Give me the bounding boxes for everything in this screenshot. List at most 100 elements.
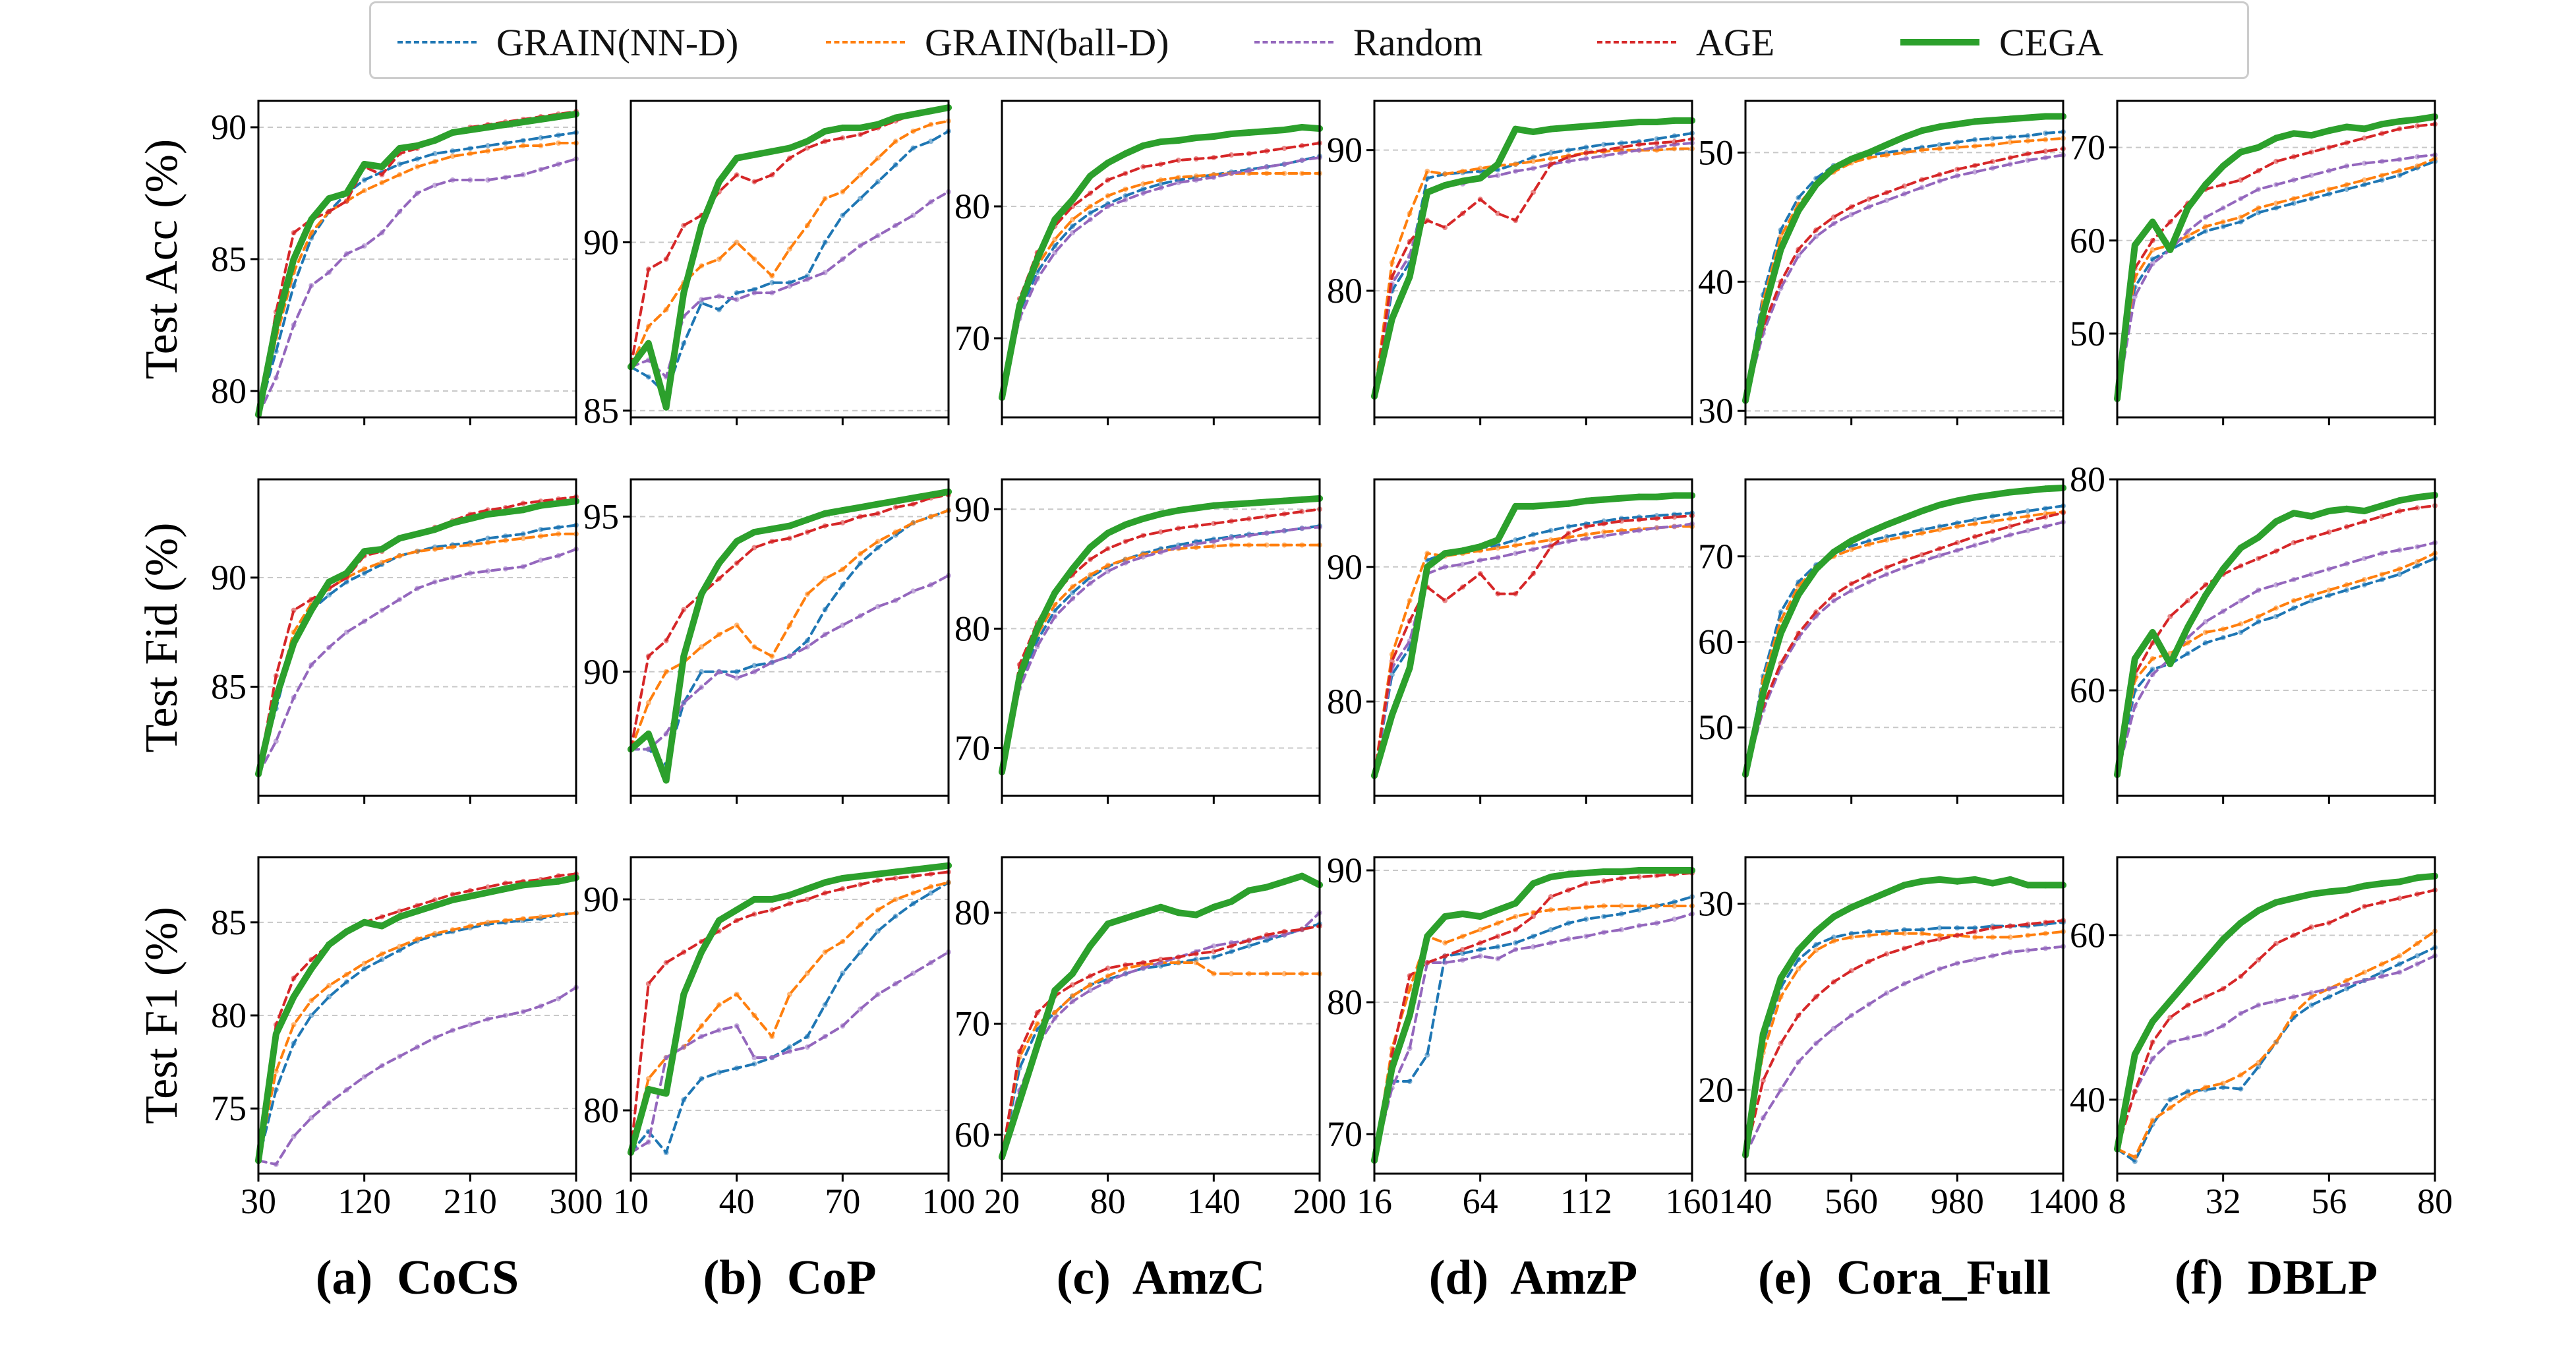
data-point-cega <box>1848 537 1855 545</box>
data-point-age <box>1389 658 1395 664</box>
data-point-random <box>769 1055 775 1060</box>
data-point-grain-ball-d <box>1972 521 1978 527</box>
data-point-cega <box>839 124 846 131</box>
data-point-grain-ball-d <box>1424 551 1430 556</box>
data-point-grain-ball-d <box>787 622 792 628</box>
data-point-cega <box>2396 118 2403 125</box>
data-point-random <box>1972 542 1978 548</box>
y-tick-label: 60 <box>2070 221 2105 260</box>
x-tick-label: 100 <box>922 1182 976 1221</box>
data-point-age <box>1123 539 1128 545</box>
data-point-random <box>1477 953 1483 959</box>
data-point-age <box>432 897 438 903</box>
data-point-random <box>343 629 349 635</box>
data-point-grain-nn-d <box>910 145 916 151</box>
data-point-cega <box>733 538 740 545</box>
data-point-grain-nn-d <box>2220 1085 2226 1091</box>
data-point-random <box>1246 533 1252 539</box>
data-point-grain-ball-d <box>893 138 898 144</box>
data-point-random <box>2326 566 2332 572</box>
data-point-grain-nn-d <box>893 162 898 167</box>
data-point-grain-nn-d <box>928 890 934 896</box>
data-point-random <box>1760 1115 1766 1121</box>
data-point-age <box>681 222 687 228</box>
y-tick-label: 70 <box>954 729 990 768</box>
data-point-age <box>2291 932 2297 938</box>
data-point-grain-nn-d <box>2167 1097 2173 1102</box>
data-point-random <box>2344 982 2350 988</box>
data-point-grain-nn-d <box>1477 947 1483 952</box>
data-point-random <box>1531 944 1536 949</box>
data-point-grain-nn-d <box>663 1150 669 1155</box>
data-point-random <box>858 243 864 249</box>
data-point-age <box>787 155 792 161</box>
data-point-random <box>415 191 420 196</box>
data-point-age <box>681 607 687 613</box>
data-point-random <box>273 1161 279 1167</box>
data-point-grain-nn-d <box>1548 150 1554 156</box>
data-point-random <box>2256 587 2262 593</box>
data-point-age <box>379 172 385 177</box>
series-line-random <box>1373 522 1693 777</box>
data-point-age <box>663 256 669 262</box>
data-point-grain-ball-d <box>1477 165 1483 171</box>
data-point-age <box>1601 147 1607 153</box>
data-point-age <box>2379 131 2385 136</box>
data-point-age <box>1672 514 1678 520</box>
data-point-cega <box>2219 936 2227 943</box>
data-point-grain-nn-d <box>397 947 403 953</box>
plot-frame <box>1373 856 1693 1175</box>
data-point-cega <box>290 256 297 262</box>
data-point-cega <box>396 535 403 542</box>
data-point-grain-ball-d <box>2291 196 2297 202</box>
data-point-random <box>1654 920 1660 926</box>
x-tick-label: 560 <box>1825 1182 1878 1221</box>
data-point-grain-nn-d <box>1902 927 1907 933</box>
data-point-age <box>1848 204 1854 210</box>
data-point-cega <box>431 137 438 144</box>
data-point-cega <box>1618 120 1625 127</box>
data-point-grain-nn-d <box>2291 200 2297 206</box>
data-point-random <box>1866 579 1872 585</box>
series-line-grain-ball-d <box>1744 930 2064 1157</box>
data-point-grain-nn-d <box>804 638 810 644</box>
data-point-grain-nn-d <box>1866 928 1872 934</box>
data-point-age <box>1813 994 1819 1000</box>
data-point-grain-ball-d <box>1937 932 1943 938</box>
data-point-age <box>2202 582 2208 587</box>
data-point-grain-ball-d <box>645 700 651 706</box>
data-point-grain-ball-d <box>840 566 846 572</box>
data-point-age <box>2238 973 2244 979</box>
data-point-random <box>928 582 934 587</box>
data-point-grain-nn-d <box>1566 920 1571 926</box>
data-point-age <box>2273 940 2279 946</box>
data-point-random <box>645 746 651 752</box>
data-point-grain-ball-d <box>1264 971 1270 977</box>
data-point-random <box>2150 672 2155 677</box>
data-point-cega <box>2414 116 2421 123</box>
data-point-grain-ball-d <box>2308 994 2314 1000</box>
x-tick-label: 112 <box>1560 1182 1612 1221</box>
data-point-cega <box>1245 887 1252 894</box>
y-tick-label: 75 <box>211 1089 247 1128</box>
data-point-cega <box>2396 878 2403 886</box>
data-point-grain-ball-d <box>2415 163 2420 169</box>
x-tick-label: 30 <box>241 1182 276 1221</box>
data-point-grain-ball-d <box>432 159 438 164</box>
data-point-cega <box>449 129 456 136</box>
plot-frame <box>629 856 950 1175</box>
data-point-cega <box>414 530 421 537</box>
data-point-grain-nn-d <box>2344 187 2350 193</box>
data-point-age <box>291 230 297 235</box>
data-point-age <box>2361 519 2367 524</box>
data-point-random <box>1778 1087 1784 1093</box>
data-point-cega <box>1016 1098 1023 1105</box>
data-point-grain-nn-d <box>379 957 385 963</box>
series-line-cega <box>628 862 952 1156</box>
data-point-grain-ball-d <box>2326 187 2332 193</box>
series-line-grain-ball-d <box>1001 543 1321 773</box>
data-point-random <box>2397 156 2403 162</box>
data-point-cega <box>839 507 846 514</box>
data-point-grain-nn-d <box>1796 195 1801 200</box>
y-tick-label: 70 <box>1698 537 1734 576</box>
